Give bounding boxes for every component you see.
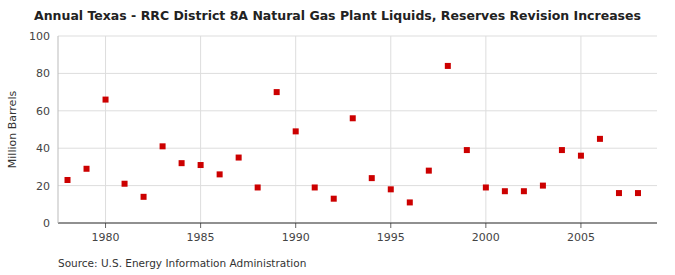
point [369,175,375,181]
point [160,143,166,149]
point [141,194,147,200]
y-tick-label: 80 [36,67,50,80]
point [464,147,470,153]
x-grid-line [390,36,391,223]
y-grid-line [58,110,657,111]
point [293,128,299,134]
x-tick-label: 1980 [92,231,120,244]
x-tick [390,223,391,228]
y-tick-label: 100 [29,30,50,43]
point [559,147,565,153]
point [597,136,603,142]
x-tick [295,223,296,228]
point [483,184,489,190]
point [84,166,90,172]
y-grid-line [58,36,657,37]
y-tick-label: 0 [43,217,50,230]
y-grid-line [58,185,657,186]
x-tick-label: 1985 [187,231,215,244]
y-grid-line [58,73,657,74]
x-axis-line [58,223,657,224]
point [388,186,394,192]
point [255,184,261,190]
point [540,183,546,189]
point [521,188,527,194]
x-tick [485,223,486,228]
x-tick-label: 1995 [377,231,405,244]
x-grid-line [105,36,106,223]
y-tick-label: 40 [36,142,50,155]
point [179,160,185,166]
x-grid-line [200,36,201,223]
y-grid-line [58,148,657,149]
point [635,190,641,196]
grid [58,36,657,223]
point [445,63,451,69]
points [65,63,641,206]
point [103,97,109,103]
x-tick-label: 1990 [282,231,310,244]
x-tick [105,223,106,228]
y-axis-label: Million Barrels [6,91,19,169]
point [350,115,356,121]
chart: Annual Texas - RRC District 8A Natural G… [0,0,675,275]
point [407,199,413,205]
point [331,196,337,202]
y-tick-label: 20 [36,180,50,193]
point [312,184,318,190]
y-grid-line [58,223,657,224]
point [236,155,242,161]
x-tick [200,223,201,228]
point [65,177,71,183]
y-tick-label: 60 [36,105,50,118]
y-axis-line [58,36,59,223]
x-tick-label: 2005 [567,231,595,244]
x-grid-line [485,36,486,223]
point [217,171,223,177]
point [426,168,432,174]
point [616,190,622,196]
x-tick [580,223,581,228]
x-grid-line [580,36,581,223]
point [198,162,204,168]
point [578,153,584,159]
point [274,89,280,95]
title: Annual Texas - RRC District 8A Natural G… [34,8,641,23]
annotation: Source: U.S. Energy Information Administ… [58,257,306,269]
x-tick-label: 2000 [472,231,500,244]
point [122,181,128,187]
point [502,188,508,194]
